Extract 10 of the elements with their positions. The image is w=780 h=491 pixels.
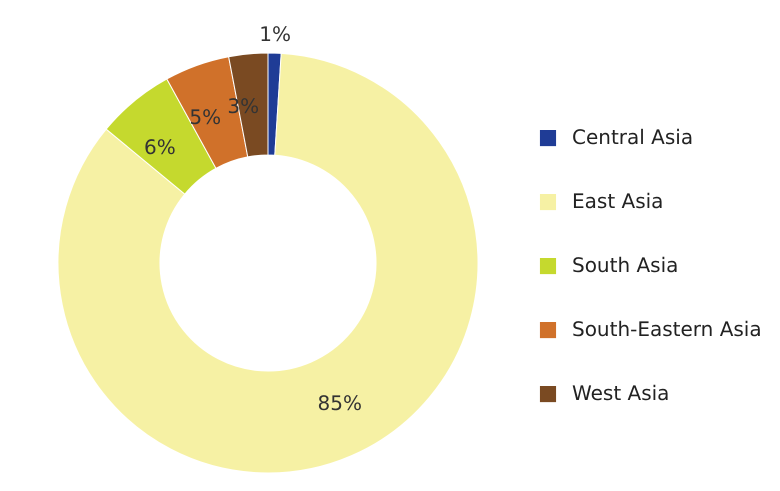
legend-label: West Asia <box>572 381 670 405</box>
data-label: 6% <box>144 134 176 159</box>
donut-slice <box>58 52 478 474</box>
data-label: 5% <box>189 104 222 129</box>
legend-label: East Asia <box>572 189 664 213</box>
legend-label: South Asia <box>572 253 678 277</box>
data-label: 1% <box>259 22 292 46</box>
legend-label: South-Eastern Asia <box>572 317 762 341</box>
legend-label: Central Asia <box>572 125 694 149</box>
data-label: 85% <box>318 390 362 415</box>
